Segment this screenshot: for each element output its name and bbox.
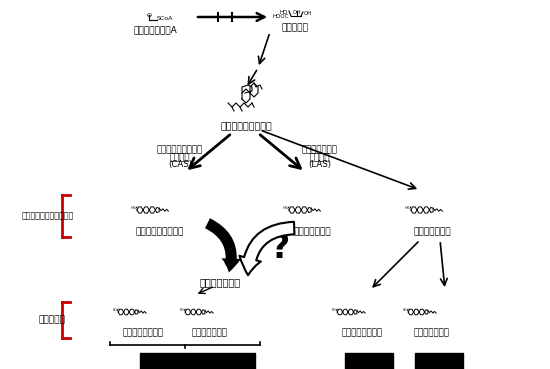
Text: HO: HO [130, 206, 136, 210]
FancyArrowPatch shape [205, 218, 241, 272]
Text: ラノステロール: ラノステロール [302, 145, 338, 155]
Text: 動物: 動物 [432, 357, 446, 367]
FancyBboxPatch shape [140, 353, 255, 369]
Text: シクロアルテノール: シクロアルテノール [157, 145, 203, 155]
FancyArrowPatch shape [239, 222, 294, 275]
Text: シクロアルテノール: シクロアルテノール [136, 228, 184, 237]
Text: HO: HO [279, 10, 288, 15]
Text: HO: HO [404, 206, 410, 210]
Text: 植物: 植物 [190, 357, 204, 367]
Text: (CAS): (CAS) [168, 161, 192, 169]
Text: HO: HO [403, 308, 407, 312]
Text: オキシドスクアレン: オキシドスクアレン [220, 123, 272, 131]
Text: コレステロール: コレステロール [414, 328, 450, 338]
Text: 植物ステロール: 植物ステロール [200, 277, 240, 287]
Text: メバロン酸: メバロン酸 [282, 24, 309, 32]
Text: カンペステロール: カンペステロール [123, 328, 163, 338]
Text: アセチル補酵素A: アセチル補酵素A [133, 25, 177, 34]
Text: ステロール: ステロール [39, 315, 65, 324]
Text: ラノステロール: ラノステロール [413, 228, 451, 237]
Text: ?: ? [271, 231, 290, 265]
Text: HO: HO [282, 206, 288, 210]
FancyBboxPatch shape [415, 353, 463, 369]
Text: O: O [146, 13, 151, 18]
Text: ステロール生合成中間体: ステロール生合成中間体 [22, 211, 74, 221]
Text: エルゴステロール: エルゴステロール [342, 328, 382, 338]
Text: OH: OH [304, 11, 312, 16]
Text: SCoA: SCoA [157, 17, 173, 21]
Text: OH: OH [293, 10, 301, 15]
Text: ラノステロール: ラノステロール [293, 228, 331, 237]
Text: 合成酵素: 合成酵素 [170, 154, 190, 162]
Text: HOOC: HOOC [273, 14, 289, 18]
Text: 合成酵素: 合成酵素 [310, 154, 330, 162]
Text: シトステロール: シトステロール [192, 328, 228, 338]
Text: HO: HO [332, 308, 336, 312]
Text: HO: HO [179, 308, 184, 312]
FancyBboxPatch shape [345, 353, 393, 369]
Text: 酵母: 酵母 [362, 357, 376, 367]
FancyArrowPatch shape [239, 222, 294, 275]
Text: HO: HO [113, 308, 117, 312]
Text: (LAS): (LAS) [309, 161, 332, 169]
